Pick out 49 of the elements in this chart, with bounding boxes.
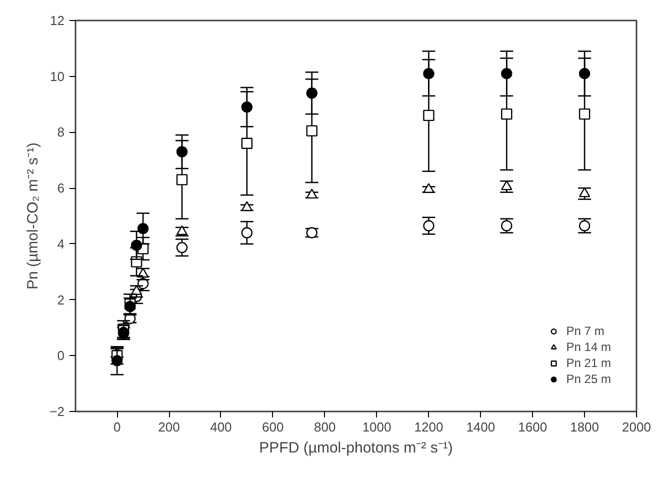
point: [176, 242, 188, 254]
x-tick-label: 400: [210, 420, 232, 434]
point: [578, 187, 590, 198]
legend-label: Pn 21 m: [566, 356, 611, 370]
x-tick-label: 1000: [362, 420, 392, 434]
legend-label: Pn 7 m: [566, 324, 604, 338]
point: [306, 88, 318, 99]
point: [306, 188, 318, 199]
x-tick-label: 600: [262, 420, 284, 434]
y-tick-label: 10: [50, 68, 65, 84]
y-tick-label: −2: [50, 404, 65, 419]
legend-label: Pn 25 m: [566, 372, 611, 386]
point: [423, 110, 434, 122]
x-tick-label: 200: [158, 420, 180, 434]
x-tick-label: 1600: [518, 420, 548, 434]
legend-label: Pn 14 m: [566, 340, 611, 354]
point: [241, 138, 253, 149]
point: [501, 108, 512, 120]
y-tick-label: 4: [57, 236, 65, 252]
point: [501, 180, 512, 190]
point: [501, 68, 512, 80]
point: [423, 220, 434, 232]
x-tick-label: 800: [314, 420, 336, 434]
point: [124, 300, 136, 312]
point: [111, 355, 123, 366]
point: [306, 125, 318, 136]
point: [241, 101, 253, 113]
point: [241, 227, 253, 238]
point: [176, 146, 188, 158]
x-tick-label: 1200: [414, 420, 444, 434]
point: [423, 183, 434, 193]
y-tick-label: 6: [57, 180, 65, 196]
y-tick-label: 2: [57, 292, 65, 308]
point: [423, 68, 434, 80]
point: [578, 68, 590, 80]
x-axis-title: PPFD (µmol-photons m⁻² s⁻¹): [259, 440, 453, 456]
point: [130, 240, 142, 251]
y-tick-label: 0: [57, 348, 65, 364]
y-tick-label: 8: [57, 124, 65, 140]
point: [578, 108, 590, 120]
x-tick-label: 0: [113, 420, 121, 434]
x-tick-label: 2000: [622, 420, 651, 434]
point: [241, 201, 253, 212]
y-tick-label: 12: [50, 13, 65, 28]
x-tick-label: 1400: [466, 420, 496, 434]
point: [176, 174, 188, 186]
x-tick-label: 1800: [570, 420, 600, 434]
y-axis-title: Pn (µmol-CO₂ m⁻² s⁻¹): [24, 142, 42, 290]
point: [137, 222, 149, 234]
